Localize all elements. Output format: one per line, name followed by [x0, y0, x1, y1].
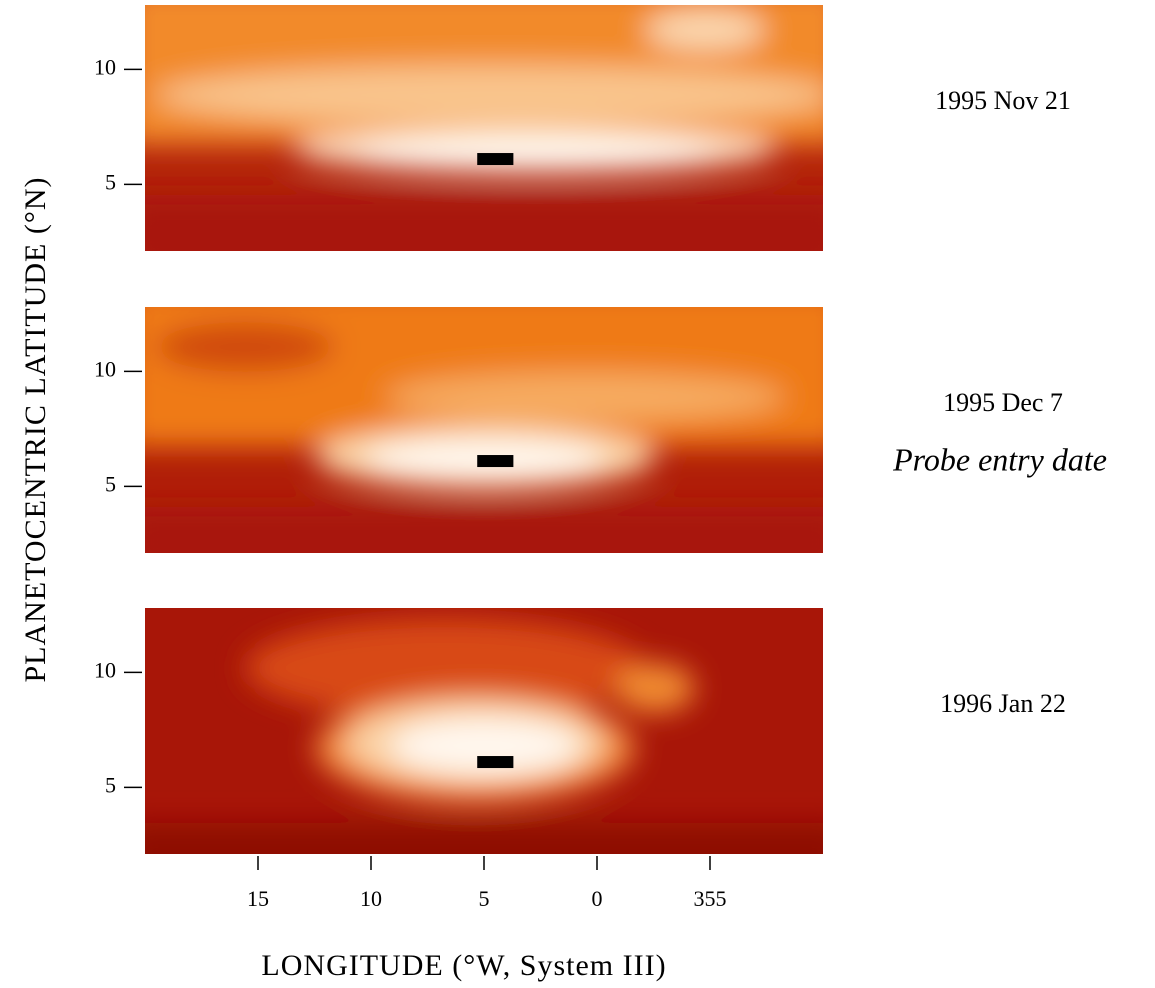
heatmap-patch	[145, 507, 823, 553]
y-axis-label: PLANETOCENTRIC LATITUDE (°N)	[19, 176, 52, 682]
x-axis-label: LONGITUDE (°W, System III)	[261, 949, 666, 982]
probe-marker	[477, 756, 514, 769]
heatmap-texture	[145, 5, 823, 251]
heatmap-patch	[390, 718, 580, 774]
y-tick-label: 10	[94, 356, 116, 381]
heatmap-texture	[145, 307, 823, 553]
heatmap-patch	[385, 372, 785, 422]
y-tick-label: 10	[94, 54, 116, 79]
panel-note: Probe entry date	[892, 441, 1107, 477]
heatmap-texture	[145, 618, 823, 854]
heatmap-patch	[145, 195, 823, 251]
x-tick-label: 355	[694, 886, 727, 911]
panel-date: 1995 Dec 7	[943, 388, 1063, 417]
x-tick-label: 0	[592, 886, 603, 911]
heatmap	[145, 608, 823, 854]
y-tick-label: 5	[105, 471, 116, 496]
x-tick-label: 10	[360, 886, 382, 911]
x-tick-label: 5	[479, 886, 490, 911]
heatmap	[145, 5, 823, 251]
heatmap-patch	[645, 10, 765, 50]
x-tick-label: 15	[247, 886, 269, 911]
heatmap-patch	[155, 65, 823, 125]
heatmap-patch	[355, 139, 715, 171]
panel-date: 1995 Nov 21	[935, 86, 1071, 115]
probe-marker	[477, 153, 514, 166]
y-tick-label: 10	[94, 657, 116, 682]
panel-date: 1996 Jan 22	[940, 689, 1066, 718]
y-tick-label: 5	[105, 169, 116, 194]
heatmap-patch	[245, 618, 645, 718]
heatmap	[145, 307, 823, 553]
y-tick-label: 5	[105, 772, 116, 797]
probe-marker	[477, 455, 514, 468]
heatmap-patch	[155, 322, 335, 372]
heatmap-patch	[145, 823, 823, 854]
heatmap-patch	[615, 663, 695, 713]
